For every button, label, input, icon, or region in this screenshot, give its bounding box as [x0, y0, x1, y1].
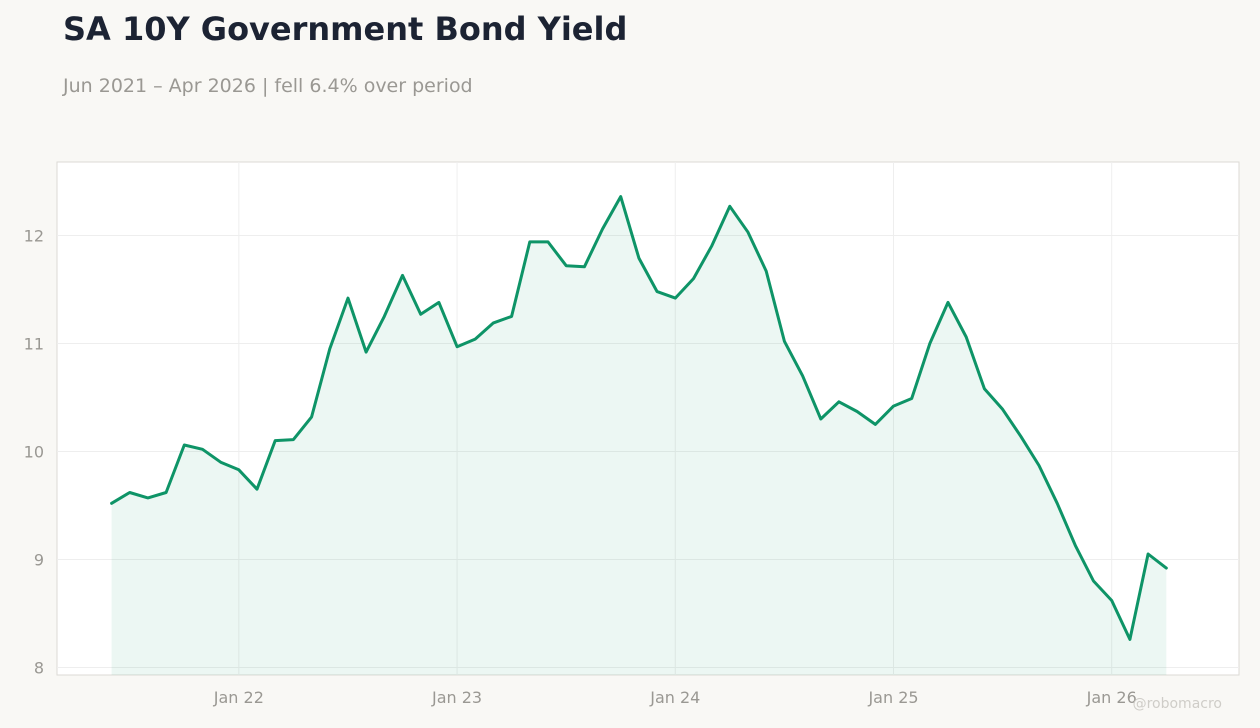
x-tick-label: Jan 23	[431, 688, 482, 707]
x-tick-label: Jan 26	[1086, 688, 1137, 707]
y-tick-label: 10	[24, 442, 44, 461]
x-tick-label: Jan 25	[867, 688, 918, 707]
yield-area	[111, 196, 1167, 675]
y-tick-label: 9	[34, 550, 44, 569]
x-tick-label: Jan 22	[213, 688, 264, 707]
y-tick-label: 8	[34, 658, 44, 677]
y-axis: 8 9 10 11 12	[24, 226, 44, 677]
x-tick-label: Jan 24	[649, 688, 700, 707]
chart-title: SA 10Y Government Bond Yield	[63, 10, 628, 48]
watermark: @robomacro	[1132, 696, 1222, 712]
x-axis: Jan 22 Jan 23 Jan 24 Jan 25 Jan 26	[213, 688, 1137, 707]
y-tick-label: 12	[24, 226, 44, 245]
yield-line	[110, 195, 1168, 641]
plot-area	[56, 161, 1240, 676]
chart-subtitle: Jun 2021 – Apr 2026 | fell 6.4% over per…	[63, 75, 473, 97]
y-tick-label: 11	[24, 334, 44, 353]
gridlines	[57, 162, 1239, 675]
